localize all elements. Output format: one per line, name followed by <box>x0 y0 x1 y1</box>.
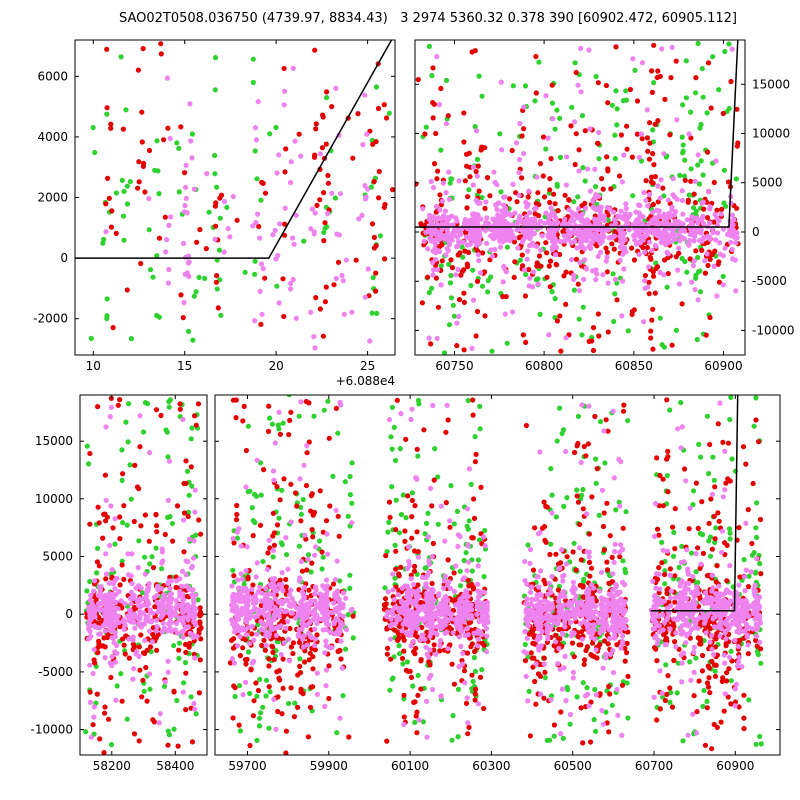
svg-text:60900: 60900 <box>704 359 742 373</box>
svg-text:+6.088e4: +6.088e4 <box>336 374 395 388</box>
svg-text:20: 20 <box>268 359 283 373</box>
svg-text:0: 0 <box>65 607 73 621</box>
svg-text:-2000: -2000 <box>33 312 68 326</box>
svg-text:-5000: -5000 <box>752 274 787 288</box>
panel-top-right: 60750 60800 60850 60900 -10000 -5000 0 5000 1000… <box>414 39 795 373</box>
svg-text:58200: 58200 <box>93 759 131 773</box>
svg-text:-10000: -10000 <box>30 723 73 737</box>
svg-text:15000: 15000 <box>752 77 790 91</box>
panel-top-left: 10 15 20 25 -2000 0 2000 4000 6000 +6.088e4 <box>33 39 396 388</box>
svg-text:5000: 5000 <box>42 550 73 564</box>
svg-text:-10000: -10000 <box>752 323 795 337</box>
svg-text:15000: 15000 <box>35 434 73 448</box>
svg-text:58400: 58400 <box>156 759 194 773</box>
svg-text:10: 10 <box>86 359 101 373</box>
figure-title: SAO02T0508.036750 (4739.97, 8834.43) 3 2… <box>119 11 737 26</box>
svg-text:5000: 5000 <box>752 176 783 190</box>
svg-text:-5000: -5000 <box>38 665 73 679</box>
svg-text:6000: 6000 <box>37 69 68 83</box>
svg-text:60800: 60800 <box>525 359 563 373</box>
svg-text:25: 25 <box>360 359 375 373</box>
panel-bottom-right: 59700 59900 60100 60300 60500 60700 60900 <box>214 394 781 773</box>
svg-text:4000: 4000 <box>37 130 68 144</box>
panel-bottom-left: 58200 58400 -10000 -5000 0 5000 10000 15000 <box>30 394 208 773</box>
svg-text:15: 15 <box>177 359 192 373</box>
svg-text:60850: 60850 <box>615 359 653 373</box>
svg-text:10000: 10000 <box>752 127 790 141</box>
svg-text:2000: 2000 <box>37 191 68 205</box>
svg-text:60750: 60750 <box>435 359 473 373</box>
svg-text:0: 0 <box>752 225 760 239</box>
svg-text:0: 0 <box>60 251 68 265</box>
svg-text:10000: 10000 <box>35 492 73 506</box>
